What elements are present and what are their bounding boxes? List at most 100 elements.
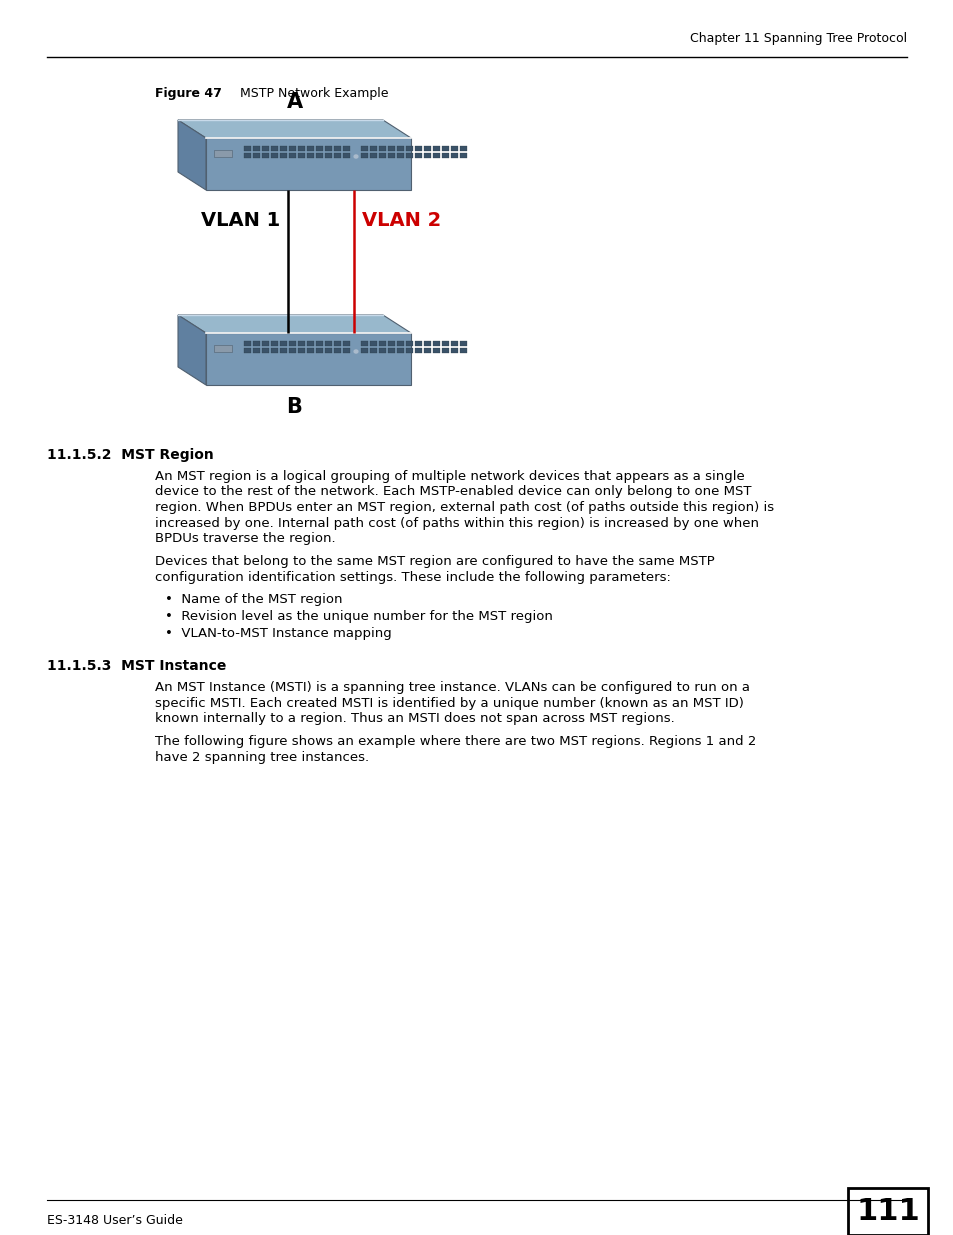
Text: •  Revision level as the unique number for the MST region: • Revision level as the unique number fo… [165, 610, 553, 622]
Bar [451, 341, 457, 346]
Bar [847, 1188, 927, 1235]
Bar [271, 348, 277, 353]
Bar [315, 146, 323, 151]
Bar [433, 153, 439, 158]
Bar [396, 146, 403, 151]
Bar [451, 348, 457, 353]
Bar [378, 146, 386, 151]
Bar [441, 146, 449, 151]
Bar [406, 153, 413, 158]
Bar [388, 153, 395, 158]
Bar [370, 153, 376, 158]
Bar [343, 146, 350, 151]
Text: configuration identification settings. These include the following parameters:: configuration identification settings. T… [154, 571, 670, 584]
Bar [271, 341, 277, 346]
Bar [280, 348, 287, 353]
Bar [433, 341, 439, 346]
Text: The following figure shows an example where there are two MST regions. Regions 1: The following figure shows an example wh… [154, 736, 756, 748]
Bar [459, 146, 467, 151]
Bar [213, 151, 232, 157]
Bar [253, 341, 260, 346]
Bar [244, 348, 251, 353]
Text: An MST region is a logical grouping of multiple network devices that appears as : An MST region is a logical grouping of m… [154, 471, 744, 483]
Bar [289, 146, 295, 151]
Bar [396, 341, 403, 346]
Bar [360, 348, 368, 353]
Bar [334, 146, 340, 151]
Polygon shape [178, 120, 411, 138]
Bar [388, 341, 395, 346]
Bar [360, 146, 368, 151]
Bar [307, 146, 314, 151]
Bar [325, 146, 332, 151]
Bar [423, 146, 431, 151]
Bar [378, 153, 386, 158]
Bar [415, 348, 421, 353]
Text: BPDUs traverse the region.: BPDUs traverse the region. [154, 532, 335, 545]
Bar [262, 146, 269, 151]
Bar [334, 153, 340, 158]
Bar [415, 341, 421, 346]
Bar [423, 348, 431, 353]
Bar [396, 153, 403, 158]
Bar [262, 153, 269, 158]
Text: 111: 111 [855, 1197, 919, 1226]
Polygon shape [178, 120, 206, 190]
Bar [360, 153, 368, 158]
Bar [423, 341, 431, 346]
Bar [396, 348, 403, 353]
Bar [406, 341, 413, 346]
Bar [459, 348, 467, 353]
Bar [378, 341, 386, 346]
Text: known internally to a region. Thus an MSTI does not span across MST regions.: known internally to a region. Thus an MS… [154, 713, 674, 725]
Bar [433, 348, 439, 353]
Polygon shape [206, 333, 411, 385]
Text: region. When BPDUs enter an MST region, external path cost (of paths outside thi: region. When BPDUs enter an MST region, … [154, 501, 773, 514]
Bar [441, 153, 449, 158]
Bar [334, 341, 340, 346]
Bar [459, 153, 467, 158]
Bar [271, 153, 277, 158]
Text: 11.1.5.2  MST Region: 11.1.5.2 MST Region [47, 448, 213, 462]
Bar [451, 146, 457, 151]
Bar [262, 341, 269, 346]
Bar [360, 341, 368, 346]
Polygon shape [178, 315, 411, 333]
Bar [289, 341, 295, 346]
Bar [244, 146, 251, 151]
Bar [244, 153, 251, 158]
Bar [244, 341, 251, 346]
Text: B: B [286, 396, 302, 417]
Bar [415, 153, 421, 158]
Bar [343, 153, 350, 158]
Bar [213, 346, 232, 352]
Bar [280, 153, 287, 158]
Bar [433, 146, 439, 151]
Text: increased by one. Internal path cost (of paths within this region) is increased : increased by one. Internal path cost (of… [154, 516, 759, 530]
Bar [280, 146, 287, 151]
Bar [315, 348, 323, 353]
Bar [370, 348, 376, 353]
Bar [423, 153, 431, 158]
Text: specific MSTI. Each created MSTI is identified by a unique number (known as an M: specific MSTI. Each created MSTI is iden… [154, 697, 743, 709]
Polygon shape [178, 315, 206, 385]
Text: •  VLAN-to-MST Instance mapping: • VLAN-to-MST Instance mapping [165, 627, 392, 641]
Text: MSTP Network Example: MSTP Network Example [232, 86, 388, 100]
Text: 11.1.5.3  MST Instance: 11.1.5.3 MST Instance [47, 659, 226, 673]
Bar [459, 341, 467, 346]
Bar [262, 348, 269, 353]
Bar [297, 348, 305, 353]
Bar [297, 153, 305, 158]
Bar [297, 341, 305, 346]
Bar [451, 153, 457, 158]
Text: have 2 spanning tree instances.: have 2 spanning tree instances. [154, 751, 369, 764]
Bar [343, 348, 350, 353]
Text: Devices that belong to the same MST region are configured to have the same MSTP: Devices that belong to the same MST regi… [154, 556, 714, 568]
Text: VLAN 2: VLAN 2 [361, 210, 440, 230]
Bar [343, 341, 350, 346]
Bar [370, 341, 376, 346]
Bar [315, 341, 323, 346]
Bar [253, 153, 260, 158]
Bar [388, 146, 395, 151]
Bar [315, 153, 323, 158]
